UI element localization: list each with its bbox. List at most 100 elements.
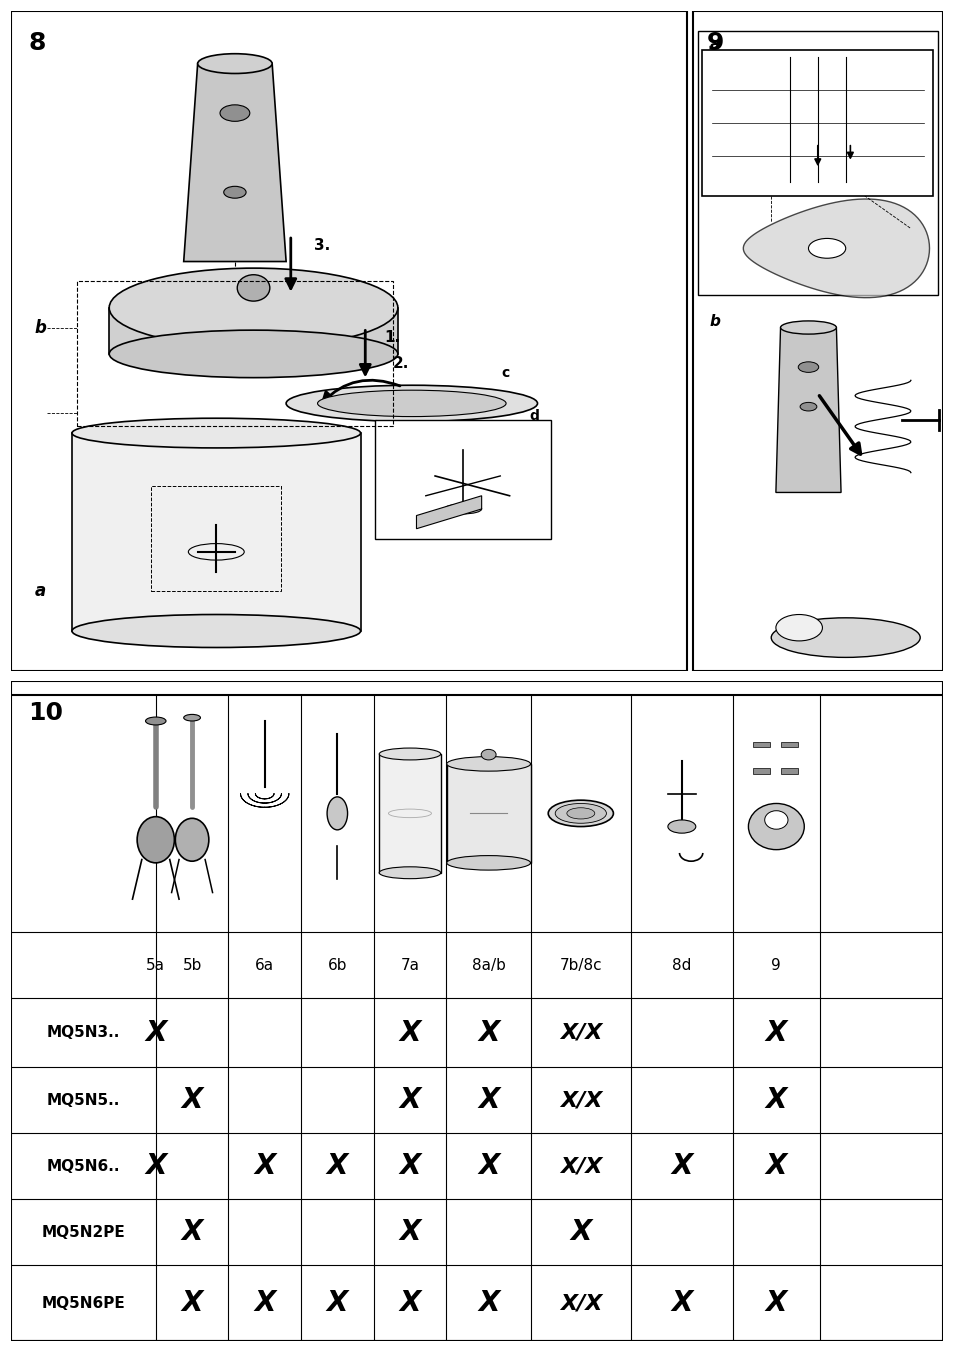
Text: MQ5N3..: MQ5N3..: [47, 1025, 120, 1040]
Text: X/X: X/X: [559, 1022, 601, 1042]
Bar: [752, 768, 769, 773]
Polygon shape: [416, 496, 481, 529]
Text: c: c: [501, 366, 509, 380]
Polygon shape: [71, 433, 360, 631]
Ellipse shape: [446, 856, 530, 871]
Bar: [781, 768, 797, 773]
Text: 9: 9: [771, 957, 781, 972]
Ellipse shape: [146, 717, 166, 725]
Ellipse shape: [780, 320, 836, 334]
Ellipse shape: [175, 818, 209, 861]
Ellipse shape: [137, 817, 174, 863]
Text: 8: 8: [29, 31, 46, 54]
Bar: [701, 50, 932, 196]
Ellipse shape: [548, 800, 613, 826]
Text: b: b: [34, 319, 47, 337]
Text: b: b: [709, 314, 720, 330]
Ellipse shape: [220, 105, 250, 122]
Text: 3.: 3.: [314, 238, 330, 253]
Text: d: d: [529, 410, 538, 423]
Ellipse shape: [555, 803, 606, 823]
Bar: [697, 31, 937, 295]
Ellipse shape: [480, 749, 496, 760]
Text: X: X: [765, 1019, 786, 1046]
Polygon shape: [775, 327, 841, 492]
Text: 1.: 1.: [383, 330, 399, 345]
Ellipse shape: [379, 867, 440, 879]
Bar: [375, 420, 551, 538]
Text: X: X: [399, 1019, 420, 1046]
Ellipse shape: [379, 748, 440, 760]
Text: X/X: X/X: [559, 1294, 601, 1313]
Text: 5b: 5b: [182, 957, 201, 972]
Ellipse shape: [184, 714, 200, 721]
Text: X: X: [181, 1218, 203, 1247]
Text: X: X: [326, 1152, 348, 1180]
Bar: [379, 754, 440, 873]
Ellipse shape: [770, 618, 920, 657]
Text: 8a/b: 8a/b: [471, 957, 505, 972]
Ellipse shape: [71, 615, 360, 648]
Ellipse shape: [807, 238, 844, 258]
Ellipse shape: [566, 807, 594, 819]
Text: X: X: [399, 1218, 420, 1247]
Text: X: X: [181, 1290, 203, 1317]
Ellipse shape: [237, 274, 270, 301]
Text: 10: 10: [29, 702, 63, 725]
Text: X: X: [145, 1152, 166, 1180]
Bar: [446, 764, 530, 863]
Ellipse shape: [224, 187, 246, 199]
Text: X: X: [477, 1152, 498, 1180]
Text: X: X: [477, 1290, 498, 1317]
Text: X: X: [765, 1087, 786, 1114]
Text: 6a: 6a: [254, 957, 274, 972]
Ellipse shape: [197, 54, 272, 73]
Text: X: X: [253, 1290, 275, 1317]
Text: 8d: 8d: [672, 957, 691, 972]
Text: 5a: 5a: [146, 957, 165, 972]
Text: 6b: 6b: [327, 957, 347, 972]
Polygon shape: [742, 199, 928, 297]
Text: 9: 9: [706, 31, 723, 54]
Ellipse shape: [764, 811, 787, 829]
Text: MQ5N2PE: MQ5N2PE: [42, 1225, 126, 1240]
Text: X: X: [181, 1087, 203, 1114]
Text: X: X: [399, 1087, 420, 1114]
Text: X: X: [671, 1290, 692, 1317]
Text: X/X: X/X: [559, 1090, 601, 1110]
Text: MQ5N6..: MQ5N6..: [47, 1159, 120, 1174]
Polygon shape: [184, 64, 286, 261]
Text: X/X: X/X: [559, 1156, 601, 1176]
Ellipse shape: [775, 615, 821, 641]
Text: X: X: [477, 1087, 498, 1114]
Ellipse shape: [800, 403, 816, 411]
Bar: [151, 485, 281, 591]
Text: MQ5N6PE: MQ5N6PE: [42, 1295, 126, 1310]
Bar: [752, 742, 769, 748]
Text: 2.: 2.: [393, 357, 409, 372]
Text: MQ5N5..: MQ5N5..: [47, 1092, 120, 1107]
Ellipse shape: [327, 796, 347, 830]
Text: X: X: [399, 1152, 420, 1180]
Text: a: a: [34, 583, 46, 600]
Polygon shape: [109, 308, 397, 354]
Text: X: X: [326, 1290, 348, 1317]
Ellipse shape: [667, 819, 695, 833]
Bar: [11, 11, 687, 671]
Ellipse shape: [109, 268, 397, 347]
Ellipse shape: [317, 391, 505, 416]
Text: X: X: [145, 1019, 166, 1046]
Text: X: X: [671, 1152, 692, 1180]
Text: X: X: [253, 1152, 275, 1180]
Text: 7b/8c: 7b/8c: [558, 957, 601, 972]
Ellipse shape: [286, 385, 537, 422]
Bar: [781, 742, 797, 748]
Ellipse shape: [109, 330, 397, 377]
Bar: [692, 11, 942, 671]
Ellipse shape: [71, 418, 360, 448]
Ellipse shape: [444, 504, 481, 514]
Text: X: X: [765, 1152, 786, 1180]
Ellipse shape: [446, 757, 530, 771]
Text: X: X: [765, 1290, 786, 1317]
Text: X: X: [477, 1019, 498, 1046]
